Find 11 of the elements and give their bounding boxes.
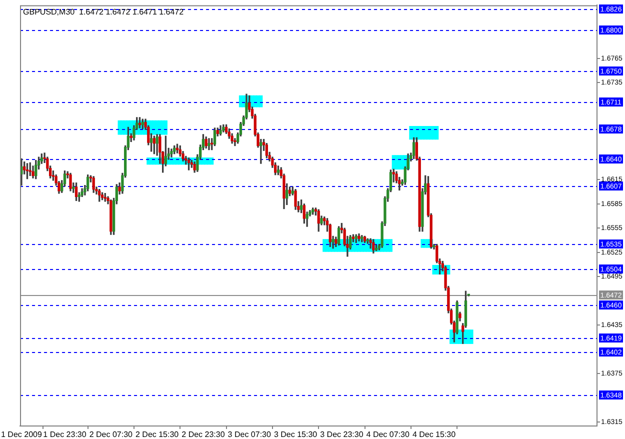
x-tick-label: 2 Dec 07:30: [89, 430, 134, 439]
x-tick-label: 2 Dec 15:30: [135, 430, 180, 439]
x-tick-label: 4 Dec 07:30: [366, 430, 410, 439]
x-tick-label: 3 Dec 15:30: [274, 430, 318, 439]
x-tick-label: 1 Dec 23:30: [43, 430, 87, 439]
chart-title: GBPUSD,M30 1.6472 1.6472 1.6471 1.6472: [23, 7, 184, 16]
x-tick-label: 4 Dec 15:30: [412, 430, 456, 439]
x-tick-label: 3 Dec 23:30: [320, 430, 364, 439]
x-tick-label: 2 Dec 23:30: [182, 430, 226, 439]
x-tick-label: 3 Dec 07:30: [228, 430, 272, 439]
x-tick-label: 1 Dec 2009: [1, 430, 42, 439]
